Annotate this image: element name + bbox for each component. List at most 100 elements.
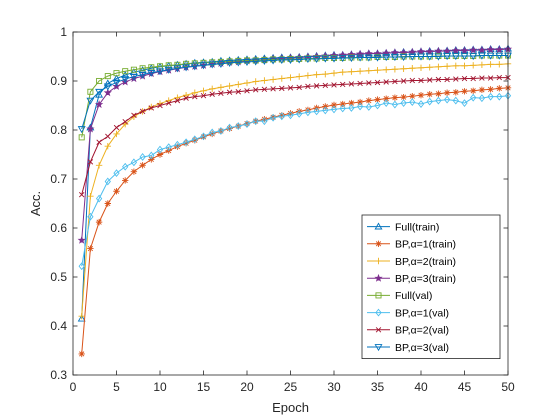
series-4-point (416, 47, 426, 56)
series-7-point (261, 86, 268, 93)
series-6-point (330, 105, 338, 114)
series-3-point (391, 66, 399, 73)
series-2-point (374, 96, 381, 103)
series-3-point (356, 68, 364, 75)
series-6-point (426, 97, 433, 106)
series-3-point (348, 68, 355, 75)
series-6-point (87, 212, 94, 221)
legend-marker (375, 240, 382, 247)
series-7-point (426, 77, 433, 83)
series-7-point (279, 85, 285, 92)
series-2-point (87, 245, 94, 252)
series-8-point (330, 55, 338, 63)
series-2-point (391, 94, 399, 101)
series-7-point (148, 105, 155, 111)
series-3-point (400, 65, 407, 72)
series-7-point (87, 159, 94, 165)
series-3-point (487, 61, 494, 68)
series-6-point (417, 100, 425, 108)
series-8-point (373, 54, 382, 62)
series-6-point (174, 140, 181, 149)
series-7-point (96, 139, 102, 145)
y-tick-label: 1 (60, 25, 67, 39)
series-2-point (191, 137, 198, 144)
series-6-point (348, 104, 355, 112)
series-4-point (338, 50, 347, 59)
series-7-point (418, 77, 424, 84)
series-4-point (495, 45, 504, 54)
legend-marker (375, 292, 382, 299)
series-2-point (122, 177, 129, 184)
series-6-point (252, 117, 259, 126)
series-7-point (400, 78, 407, 84)
series-8-point (347, 55, 356, 63)
series-6-point (278, 112, 285, 121)
series-2-point (95, 218, 103, 226)
series-3-point (235, 81, 242, 88)
series-5-point (104, 73, 111, 80)
series-7-point (78, 191, 85, 198)
series-3-point (383, 66, 390, 73)
x-tick-label: 5 (113, 380, 120, 394)
series-3-point (374, 67, 381, 74)
series-2-point (287, 110, 294, 117)
series-4-point (425, 47, 434, 56)
series-8-point (216, 61, 225, 68)
series-layer (77, 44, 513, 358)
series-8-point (86, 97, 95, 105)
series-8-point (399, 54, 408, 62)
series-3-point (296, 73, 303, 80)
series-3-point (269, 76, 277, 83)
x-axis-label: Epoch (272, 400, 309, 415)
series-1-point (121, 71, 130, 78)
legend-marker (375, 257, 382, 265)
series-8-point (425, 53, 434, 61)
series-3-point (78, 313, 85, 320)
series-7-point (270, 86, 276, 92)
series-7-point (453, 76, 459, 82)
series-3-point (365, 67, 372, 74)
series-6-point (200, 132, 207, 141)
x-tick-label: 30 (327, 380, 341, 394)
series-6-point (322, 106, 329, 115)
series-2-point (400, 93, 407, 101)
series-4-point (460, 46, 469, 55)
series-8-point (182, 64, 191, 72)
x-tick-label: 0 (70, 380, 77, 394)
series-2-point (348, 99, 355, 107)
series-4-point (86, 124, 95, 133)
series-8-point (269, 57, 278, 65)
series-7-point (461, 75, 468, 82)
series-5-point (183, 60, 190, 67)
series-2-point (417, 92, 425, 99)
series-6-point (365, 103, 372, 111)
series-2-point (339, 100, 346, 108)
series-5-point (96, 77, 103, 85)
series-6-point (400, 99, 407, 107)
series-2-point (304, 106, 312, 114)
series-3-point (322, 70, 329, 78)
series-8-point (208, 61, 217, 69)
series-3-point (330, 69, 338, 77)
series-4-point (103, 88, 112, 97)
series-3-point (217, 84, 225, 91)
series-4-point (77, 235, 86, 244)
series-6-point (470, 93, 477, 102)
series-3-point (252, 78, 259, 85)
y-tick-label: 0.4 (50, 319, 67, 333)
series-3-point (278, 75, 285, 82)
series-8-point (417, 53, 425, 61)
series-7-point (235, 89, 242, 95)
series-8-point (156, 68, 164, 76)
axes-layer: 0 5 10 15 20 25 30 35 40 45 50 0.3 0.4 0.5 0.6 0.7 0.8 0.… (50, 25, 515, 394)
legend-marker (375, 327, 382, 333)
x-tick-label: 15 (197, 380, 211, 394)
series-2-point (365, 97, 372, 104)
series-2-point (435, 90, 442, 97)
series-6-point (78, 262, 85, 271)
series-7-point (200, 92, 207, 99)
x-tick-label: 40 (414, 380, 428, 394)
series-6-point (374, 101, 381, 110)
series-7-point (479, 75, 485, 81)
legend-label: BP,α=3(val) (395, 342, 449, 354)
